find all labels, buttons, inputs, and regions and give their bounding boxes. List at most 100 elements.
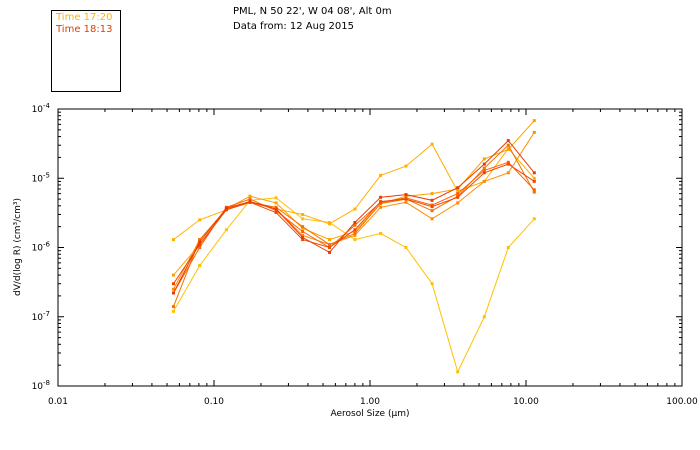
x-axis-label: Aerosol Size (μm) bbox=[331, 409, 410, 419]
data-point bbox=[506, 171, 510, 175]
y-axis: 10-810-710-610-510-4 bbox=[32, 102, 682, 392]
data-point bbox=[274, 205, 278, 209]
data-point bbox=[430, 192, 434, 196]
data-point bbox=[198, 264, 202, 267]
data-point bbox=[430, 198, 434, 202]
x-tick-label: 0.01 bbox=[48, 397, 68, 407]
data-point bbox=[456, 189, 460, 193]
data-point bbox=[198, 218, 202, 222]
data-point bbox=[353, 238, 357, 242]
data-point bbox=[532, 179, 536, 183]
data-point bbox=[482, 166, 486, 170]
data-point bbox=[482, 162, 486, 166]
data-point bbox=[328, 238, 331, 242]
y-tick-label: 10-5 bbox=[32, 171, 50, 184]
y-tick-exponent: -7 bbox=[43, 310, 50, 318]
data-point bbox=[198, 243, 202, 247]
data-point bbox=[532, 190, 536, 194]
data-point bbox=[172, 309, 175, 313]
data-point bbox=[404, 164, 408, 168]
data-point bbox=[456, 370, 460, 374]
legend: Time 17:20 Time 18:13 bbox=[51, 10, 121, 92]
series-line bbox=[173, 120, 535, 276]
x-tick-label: 0.10 bbox=[204, 397, 224, 407]
data-point bbox=[301, 238, 305, 242]
data-point bbox=[198, 238, 202, 242]
data-point bbox=[532, 188, 536, 192]
data-point bbox=[456, 186, 460, 190]
legend-entry-latest: Time 18:13 bbox=[56, 24, 113, 35]
data-point bbox=[430, 217, 434, 221]
data-point bbox=[456, 192, 460, 196]
data-point bbox=[353, 231, 357, 235]
data-point bbox=[353, 207, 357, 211]
data-point bbox=[430, 282, 434, 286]
y-tick-label: 10-6 bbox=[32, 241, 51, 254]
data-point bbox=[379, 195, 383, 199]
y-tick-exponent: -6 bbox=[43, 241, 51, 249]
data-point bbox=[456, 195, 460, 199]
data-point bbox=[532, 217, 536, 221]
y-tick-exponent: -5 bbox=[43, 171, 50, 179]
y-tick-label: 10-4 bbox=[32, 102, 51, 115]
data-point bbox=[430, 209, 434, 213]
y-tick-mantissa: 10 bbox=[32, 313, 44, 323]
data-point bbox=[532, 171, 536, 175]
data-point bbox=[506, 162, 510, 166]
data-point bbox=[404, 197, 408, 201]
location-header: PML, N 50 22', W 04 08', Alt 0m bbox=[233, 6, 392, 17]
x-tick-label: 100.00 bbox=[666, 397, 698, 407]
series-6 bbox=[172, 160, 536, 295]
data-point bbox=[506, 160, 510, 164]
data-point bbox=[248, 197, 252, 201]
data-point bbox=[404, 200, 408, 204]
x-axis: 0.01 0.10 1.00 10.00 100.00 bbox=[48, 109, 698, 407]
data-point bbox=[506, 143, 510, 147]
data-point bbox=[456, 201, 460, 205]
data-point bbox=[274, 209, 278, 213]
data-point bbox=[379, 231, 383, 235]
data-point bbox=[353, 223, 357, 227]
data-point bbox=[224, 208, 228, 212]
data-point bbox=[172, 291, 175, 295]
data-point bbox=[404, 193, 408, 197]
data-point bbox=[482, 157, 486, 161]
data-point bbox=[301, 233, 305, 237]
data-point bbox=[353, 230, 357, 233]
data-point bbox=[328, 246, 331, 249]
series-3 bbox=[172, 119, 536, 277]
y-tick-mantissa: 10 bbox=[32, 174, 44, 184]
y-tick-exponent: -8 bbox=[43, 379, 50, 387]
y-tick-mantissa: 10 bbox=[32, 105, 44, 115]
x-tick-label: 1.00 bbox=[360, 397, 380, 407]
data-point bbox=[506, 148, 510, 151]
data-point bbox=[248, 194, 252, 198]
data-point bbox=[430, 205, 434, 209]
y-tick-exponent: -4 bbox=[43, 102, 51, 110]
data-point bbox=[248, 200, 252, 204]
plot-area bbox=[57, 108, 683, 387]
data-point bbox=[482, 315, 486, 319]
data-point bbox=[274, 196, 278, 200]
data-point bbox=[172, 273, 175, 277]
data-point bbox=[198, 246, 202, 249]
data-point bbox=[482, 171, 486, 175]
y-axis-label: dV/d(log R) (cm³/cm³) bbox=[13, 198, 23, 296]
data-point bbox=[482, 168, 486, 172]
data-point bbox=[379, 205, 383, 209]
data-point bbox=[224, 228, 228, 232]
data-point bbox=[224, 206, 228, 210]
data-point bbox=[301, 230, 305, 233]
data-point bbox=[328, 222, 331, 226]
data-point bbox=[274, 201, 278, 205]
data-point bbox=[379, 200, 383, 204]
data-point bbox=[172, 287, 175, 291]
data-point bbox=[328, 243, 331, 247]
data-point bbox=[482, 179, 486, 183]
data-point bbox=[404, 246, 408, 249]
data-point bbox=[532, 176, 536, 180]
y-tick-mantissa: 10 bbox=[32, 382, 44, 392]
data-point bbox=[353, 221, 357, 224]
data-point bbox=[532, 130, 536, 134]
